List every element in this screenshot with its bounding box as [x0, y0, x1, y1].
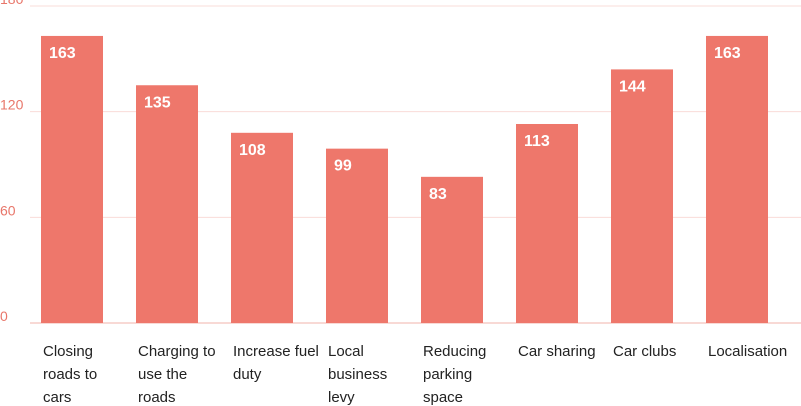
- value-label: 163: [49, 45, 76, 62]
- y-tick-label: 0: [0, 308, 8, 324]
- bar: [41, 35, 103, 323]
- y-tick-label: 60: [0, 202, 16, 218]
- x-tick-label: Increase fuel duty: [233, 343, 319, 383]
- bar: [516, 123, 578, 323]
- x-tick-label: Car sharing: [518, 343, 596, 360]
- value-label: 113: [524, 133, 550, 150]
- bar: [706, 35, 768, 323]
- value-label: 83: [429, 186, 447, 203]
- bar: [136, 85, 198, 323]
- x-tick-label: Closing roads to cars: [43, 343, 98, 406]
- y-tick-label: 120: [0, 97, 24, 113]
- bar: [326, 148, 388, 323]
- y-tick-label: 180: [0, 0, 24, 7]
- value-label: 163: [714, 45, 741, 62]
- x-tick-label: Car clubs: [613, 343, 677, 360]
- x-tick-label: Charging to use the roads: [138, 343, 216, 406]
- value-label: 135: [144, 94, 171, 111]
- bar: [231, 132, 293, 323]
- x-tick-label: Reducing parking space: [423, 343, 487, 406]
- bar: [421, 176, 483, 323]
- x-tick-label: Localisation: [708, 343, 788, 360]
- value-label: 99: [334, 158, 352, 175]
- value-label: 144: [619, 78, 646, 95]
- x-tick-label: Local business levy: [328, 343, 388, 406]
- value-label: 108: [239, 142, 266, 159]
- bar: [611, 69, 673, 324]
